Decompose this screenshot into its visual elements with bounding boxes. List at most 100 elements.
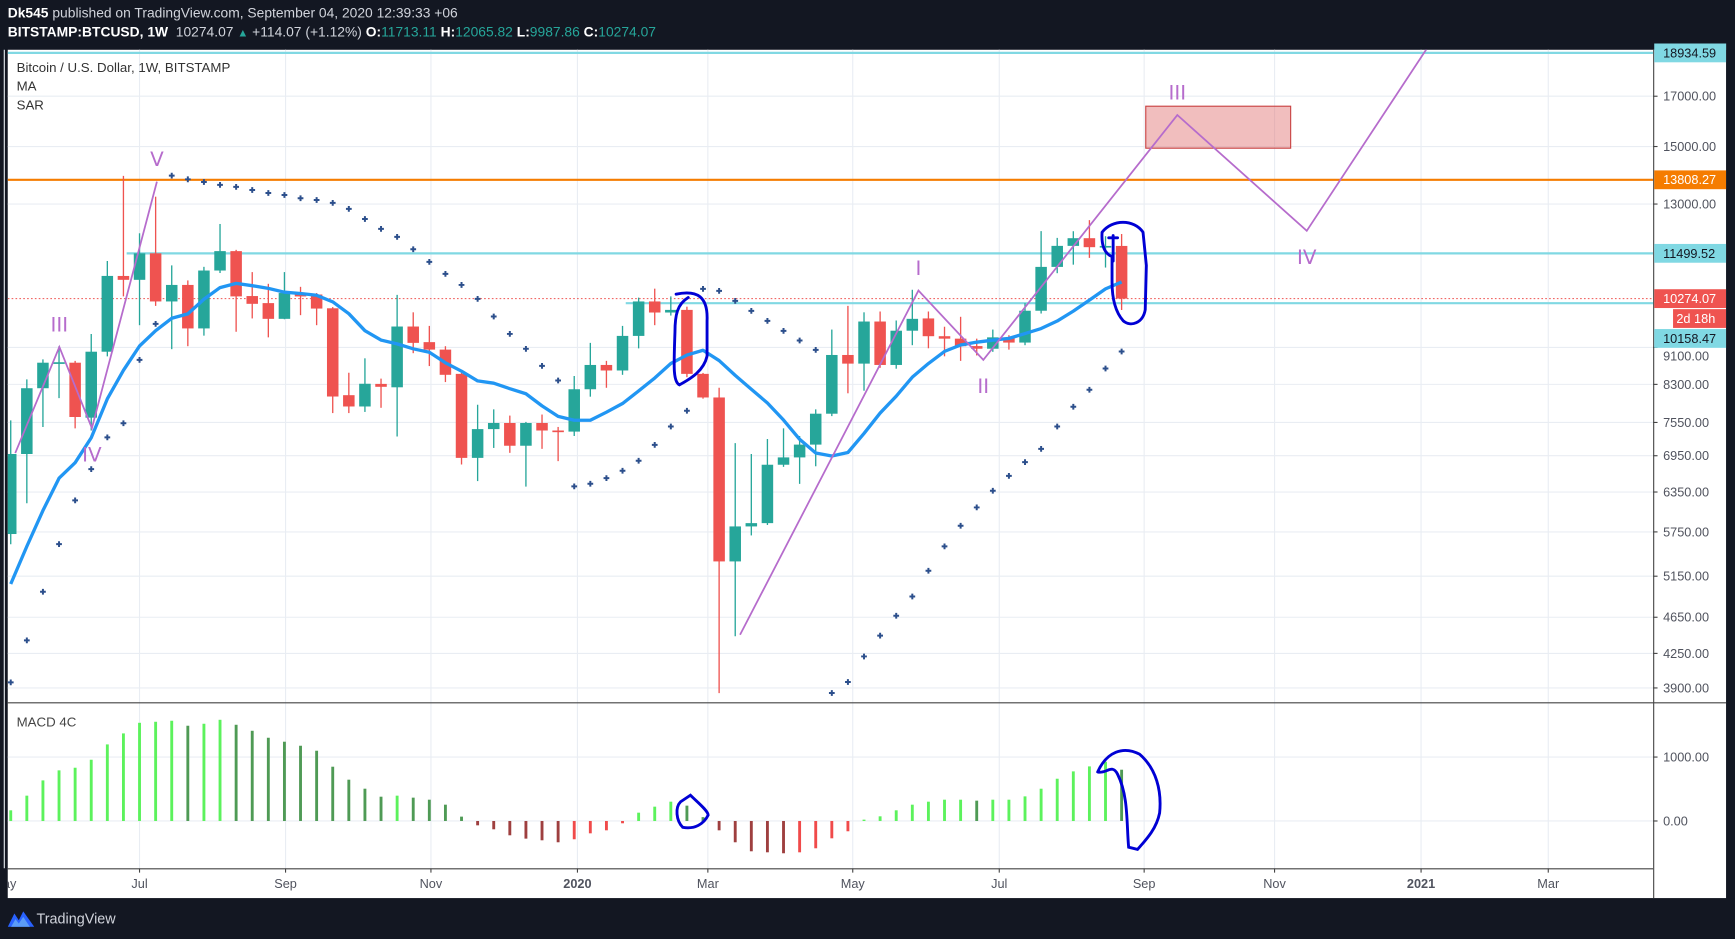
macd-bar: [492, 820, 496, 830]
sar-dot: [297, 195, 304, 202]
sar-dot: [764, 317, 771, 324]
close-value: 10274.07: [598, 24, 656, 40]
candle: [890, 320, 902, 369]
sar-dot: [474, 295, 481, 302]
price-tick-label: 9100.00: [1663, 349, 1709, 364]
sar-dot: [1022, 459, 1028, 465]
legend-macd[interactable]: MACD 4C: [16, 714, 77, 730]
candle-body: [600, 364, 613, 371]
high-value: 12065.82: [455, 24, 513, 40]
candle-body: [117, 275, 130, 280]
candle: [906, 289, 919, 346]
price-badge: 2d 18h: [1673, 309, 1727, 328]
candle-body: [504, 422, 516, 446]
macd-bar: [1007, 799, 1011, 821]
candle: [954, 316, 967, 361]
macd-axis[interactable]: 1000.00 0.00: [1653, 749, 1709, 828]
sar-dot: [136, 357, 143, 363]
sar-dot: [184, 176, 191, 183]
sar-dot: [40, 588, 46, 595]
macd-bar: [991, 799, 995, 821]
candle: [487, 409, 500, 448]
price-tick-label: 6950.00: [1663, 448, 1709, 463]
price-tick-label: 5750.00: [1663, 524, 1709, 539]
price-badge-bg: [1654, 289, 1727, 309]
candle-body: [1115, 245, 1128, 299]
sar-dot: [345, 206, 352, 212]
sar-dot: [1070, 403, 1077, 410]
hand-drawn-circle: [672, 291, 709, 387]
candle-body: [53, 362, 65, 364]
sar-dot: [925, 567, 932, 574]
sar-dot: [684, 407, 690, 414]
macd-pane[interactable]: [9, 719, 1162, 854]
sar-dot: [281, 192, 288, 198]
price-badge-label: 2d 18h: [1676, 311, 1715, 326]
symbol-line: BITSTAMP:BTCUSD, 1W 10274.07 ▲ +114.07 (…: [8, 24, 656, 39]
macd-bar: [315, 750, 319, 821]
candle: [423, 325, 436, 367]
author-name[interactable]: Dk545: [7, 5, 49, 22]
candle-body: [584, 364, 597, 390]
price-tick-label: 8300.00: [1663, 377, 1709, 392]
macd-bar: [73, 767, 77, 821]
time-label: May: [0, 876, 17, 891]
sar-dot: [877, 632, 883, 639]
sar-dot: [7, 679, 14, 686]
macd-bar: [347, 779, 351, 821]
time-label: Jul: [131, 876, 147, 891]
macd-bar: [411, 797, 415, 821]
candle-body: [987, 337, 999, 349]
sar-dot: [555, 377, 562, 384]
sar-dot: [394, 234, 401, 240]
candle-body: [874, 321, 886, 365]
candle: [343, 372, 355, 414]
sar-dot: [732, 297, 739, 304]
time-axis[interactable]: May Jul Sep Nov 2020 Mar May Jul Sep Nov 2021 Mar: [0, 868, 1560, 891]
candle-body: [343, 395, 355, 407]
sar-dot: [152, 320, 159, 327]
legend-ma[interactable]: MA: [16, 78, 37, 95]
macd-bar: [508, 820, 512, 836]
legend-sar[interactable]: SAR: [16, 97, 44, 113]
candle-body: [133, 253, 146, 280]
candle: [552, 426, 564, 462]
sar-dot: [812, 347, 819, 353]
candle-body: [906, 318, 919, 331]
candle: [471, 404, 484, 482]
time-label: 2021: [1407, 876, 1435, 891]
candle-body: [761, 464, 774, 524]
macd-bar: [910, 804, 914, 821]
right-frame: [1726, 49, 1735, 899]
last-price: 10274.07: [175, 24, 234, 40]
price-badge-label: 13808.27: [1663, 172, 1716, 187]
price-badge-bg: [1654, 329, 1727, 348]
candle-body: [69, 362, 81, 418]
macd-bar: [830, 820, 834, 839]
time-label: 2020: [563, 876, 591, 891]
candle-body: [793, 444, 806, 458]
sar-dot: [651, 442, 658, 448]
price-tick-label: 17000.00: [1663, 89, 1716, 104]
sar-dot: [426, 259, 433, 265]
macd-histogram: [9, 719, 1124, 854]
candle: [294, 286, 307, 316]
legend-title[interactable]: Bitcoin / U.S. Dollar, 1W, BITSTAMP: [16, 59, 231, 76]
macd-bar: [89, 759, 93, 821]
sar-dot: [635, 457, 642, 464]
macd-bar: [250, 730, 254, 821]
macd-bar: [443, 804, 447, 821]
macd-bar: [476, 820, 480, 826]
price-axis[interactable]: 17000.00 15000.00 13000.00 9100.00 8300.00 75…: [1653, 43, 1727, 696]
footer: TradingView: [0, 898, 1735, 939]
macd-bar: [959, 799, 963, 821]
price-badge-bg: [1654, 170, 1727, 190]
candle-body: [246, 296, 258, 304]
candle-body: [1019, 310, 1031, 343]
sar-dot: [265, 190, 272, 196]
footer-brand[interactable]: TradingView: [36, 910, 116, 927]
candle: [310, 293, 323, 326]
